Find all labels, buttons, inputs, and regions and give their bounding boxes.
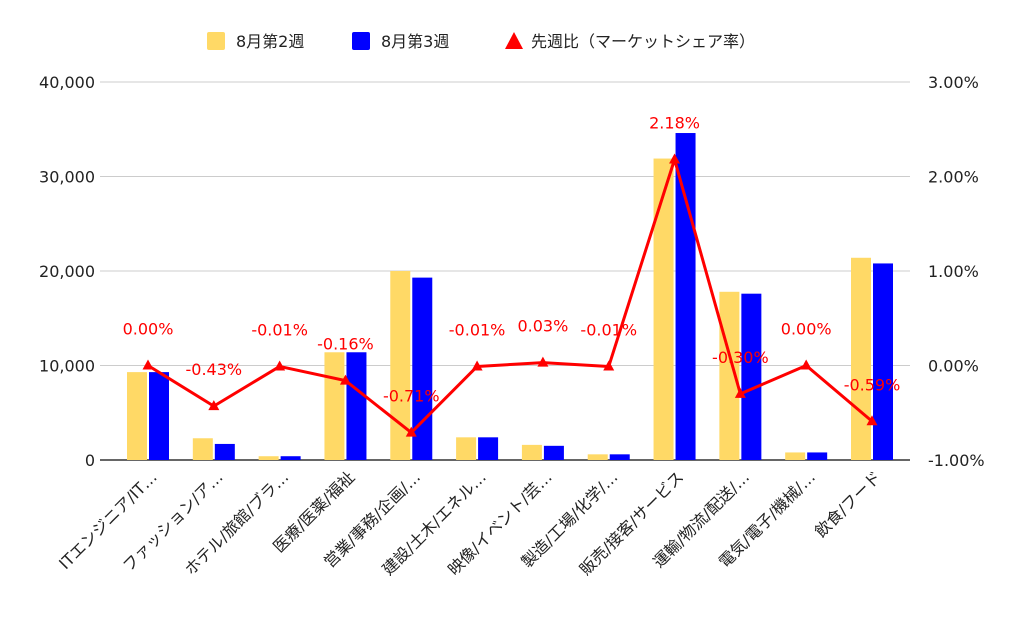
left-tick-label: 30,000 (39, 168, 95, 187)
bar-week2 (127, 372, 147, 460)
legend-label-week2: 8月第2週 (236, 32, 304, 51)
line-point-triangle (142, 359, 154, 370)
bar-week2 (456, 437, 477, 460)
data-label: -0.16% (317, 335, 374, 354)
bar-week3 (346, 352, 367, 460)
right-tick-label: -1.00% (928, 451, 985, 470)
right-tick-label: 1.00% (928, 262, 979, 281)
line-point-triangle (339, 374, 351, 385)
left-tick-label: 40,000 (39, 73, 95, 92)
left-tick-label: 10,000 (39, 357, 95, 376)
line-point-triangle (537, 356, 549, 367)
x-tick-label: 飲食/フード (811, 467, 885, 541)
data-label: 0.00% (781, 320, 832, 339)
data-label: -0.01% (449, 320, 506, 339)
right-tick-label: 2.00% (928, 168, 979, 187)
bar-week2 (653, 158, 674, 461)
bar-week3 (543, 445, 564, 460)
bar-week3 (149, 372, 169, 460)
data-label: -0.59% (844, 375, 901, 394)
bar-week2 (587, 454, 608, 460)
data-label: -0.30% (712, 348, 769, 367)
data-label: 0.03% (517, 317, 568, 336)
bar-week2 (390, 271, 411, 460)
left-tick-label: 0 (85, 451, 95, 470)
line-point-triangle (208, 400, 220, 411)
bar-week3 (478, 437, 499, 460)
data-label: -0.01% (580, 320, 637, 339)
line-point-triangle (405, 426, 417, 437)
line-point-triangle (800, 359, 812, 370)
bar-week2 (192, 438, 213, 460)
legend-swatch-week2 (207, 32, 225, 50)
legend-label-week3: 8月第3週 (381, 32, 449, 51)
right-tick-label: 0.00% (928, 357, 979, 376)
data-label: 2.18% (649, 113, 700, 132)
data-label: -0.71% (383, 387, 440, 406)
bar-week2 (785, 452, 806, 460)
bar-week3 (280, 456, 301, 460)
bar-week3 (873, 263, 893, 460)
line-point-triangle (471, 360, 483, 371)
bar-week2 (521, 444, 542, 460)
right-tick-label: 3.00% (928, 73, 979, 92)
line-point-triangle (603, 360, 615, 371)
bar-week3 (214, 443, 235, 460)
legend-label-share: 先週比（マーケットシェア率） (531, 32, 755, 51)
bar-week3 (675, 133, 696, 460)
bar-week2 (258, 456, 279, 460)
data-label: -0.01% (251, 320, 308, 339)
line-point-triangle (669, 153, 681, 164)
bar-week2 (851, 257, 871, 460)
share-line (147, 157, 873, 435)
legend-swatch-week3 (352, 32, 370, 50)
bar-week3 (807, 452, 828, 460)
line-point-triangle (866, 415, 878, 426)
legend-triangle-icon (505, 32, 523, 49)
bar-week3 (609, 454, 630, 460)
line-point-triangle (274, 360, 286, 371)
bar-week3 (412, 277, 433, 460)
left-tick-label: 20,000 (39, 262, 95, 281)
line-point-triangle (734, 387, 746, 398)
bar-week2 (324, 352, 345, 460)
data-label: -0.43% (186, 360, 243, 379)
data-label: 0.00% (123, 320, 174, 339)
bar-week3 (741, 293, 762, 460)
